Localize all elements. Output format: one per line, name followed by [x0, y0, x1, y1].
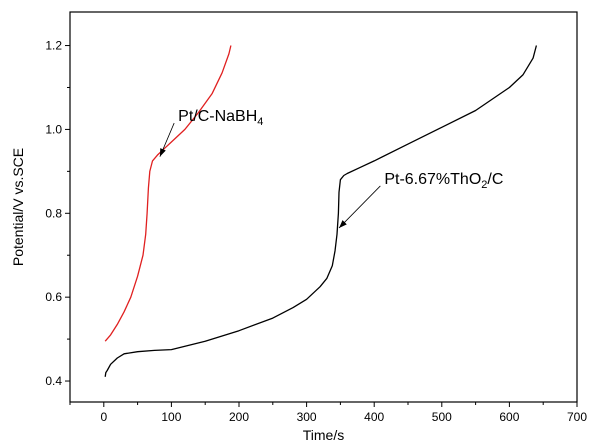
y-tick-label: 0.8 — [45, 206, 62, 220]
x-tick-label: 200 — [229, 410, 249, 424]
y-tick-label: 0.4 — [45, 374, 62, 388]
x-tick-label: 0 — [100, 410, 107, 424]
series-line-1 — [104, 45, 232, 342]
plot-frame — [69, 11, 578, 403]
x-tick-label: 600 — [499, 410, 519, 424]
annotation-label-1: Pt/C-NaBH4 — [178, 108, 263, 128]
x-axis-title: Time/s — [303, 427, 344, 443]
x-tick-label: 700 — [567, 410, 587, 424]
y-tick-label: 1.0 — [45, 122, 62, 136]
annotation-arrowhead-2 — [339, 220, 347, 228]
y-axis-title: Potential/V vs.SCE — [10, 148, 26, 266]
y-tick-label: 0.6 — [45, 290, 62, 304]
annotation-arrow-2 — [338, 185, 381, 229]
x-tick-label: 300 — [297, 410, 317, 424]
annotation-label-2: Pt-6.67%ThO2/C — [384, 171, 503, 191]
series-line-2 — [104, 45, 538, 377]
x-tick-label: 500 — [432, 410, 452, 424]
annotation-arrowhead-1 — [159, 148, 166, 157]
x-tick-label: 400 — [364, 410, 384, 424]
x-tick-label: 100 — [161, 410, 181, 424]
y-tick-label: 1.2 — [45, 39, 62, 53]
